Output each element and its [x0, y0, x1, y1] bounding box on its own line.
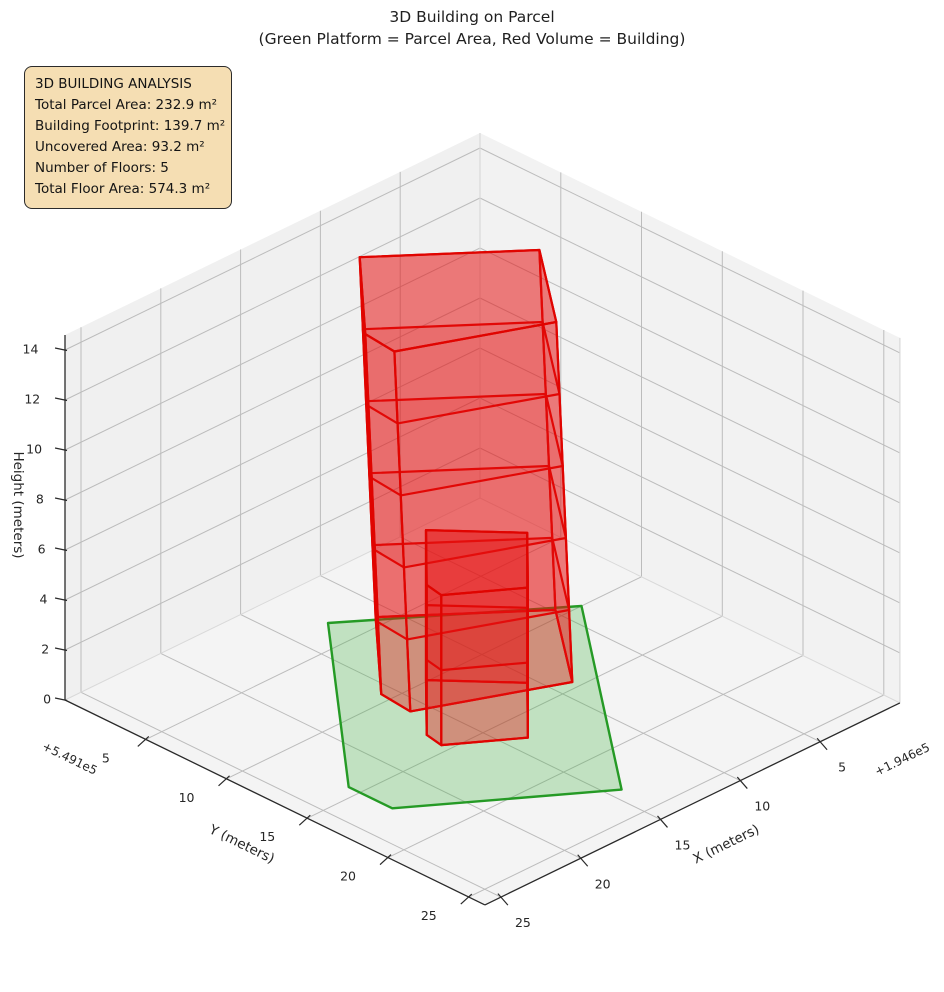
x-axis-offset-text: +1.946e5: [872, 740, 932, 779]
z-axis-label: Height (meters): [10, 451, 26, 558]
svg-text:5: 5: [838, 760, 846, 775]
plot-title: 3D Building on Parcel: [389, 8, 555, 26]
building-tower: [358, 248, 574, 713]
axis-ticks-labels: 5 10 15 20 25 5 10 15 20 25 0 2 4 6 8 10 12 14: [23, 342, 847, 931]
info-line: Building Footprint: 139.7 m²: [35, 118, 226, 134]
svg-text:6: 6: [38, 542, 46, 557]
svg-text:20: 20: [595, 876, 611, 891]
building-analysis-box: 3D BUILDING ANALYSIS Total Parcel Area: 2…: [24, 66, 232, 209]
svg-text:15: 15: [675, 837, 691, 852]
svg-text:10: 10: [754, 799, 770, 814]
info-line: Total Floor Area: 574.3 m²: [35, 181, 211, 197]
svg-text:14: 14: [23, 342, 39, 357]
plot-subtitle: (Green Platform = Parcel Area, Red Volum…: [258, 30, 686, 48]
svg-text:15: 15: [259, 829, 275, 844]
axes-panes: [65, 133, 900, 905]
axis-lines: [64, 335, 901, 906]
svg-text:4: 4: [39, 592, 47, 607]
y-axis-offset-text: +5.491e5: [40, 739, 100, 778]
info-line: Uncovered Area: 93.2 m²: [35, 139, 205, 155]
svg-text:8: 8: [36, 492, 44, 507]
svg-text:10: 10: [26, 442, 42, 457]
svg-text:25: 25: [421, 908, 437, 923]
x-axis-label: X (meters): [691, 821, 762, 867]
svg-text:2: 2: [41, 642, 49, 657]
info-line: Total Parcel Area: 232.9 m²: [35, 97, 218, 113]
building-annex: [424, 528, 530, 747]
svg-text:0: 0: [43, 692, 51, 707]
info-line: Number of Floors: 5: [35, 160, 169, 176]
svg-text:10: 10: [179, 790, 195, 805]
svg-text:5: 5: [102, 750, 110, 765]
info-line: 3D BUILDING ANALYSIS: [35, 76, 192, 92]
grid-lines: [64, 133, 901, 898]
svg-text:20: 20: [340, 869, 356, 884]
svg-text:25: 25: [515, 915, 531, 930]
svg-text:12: 12: [24, 392, 40, 407]
parcel-platform: [326, 604, 623, 810]
